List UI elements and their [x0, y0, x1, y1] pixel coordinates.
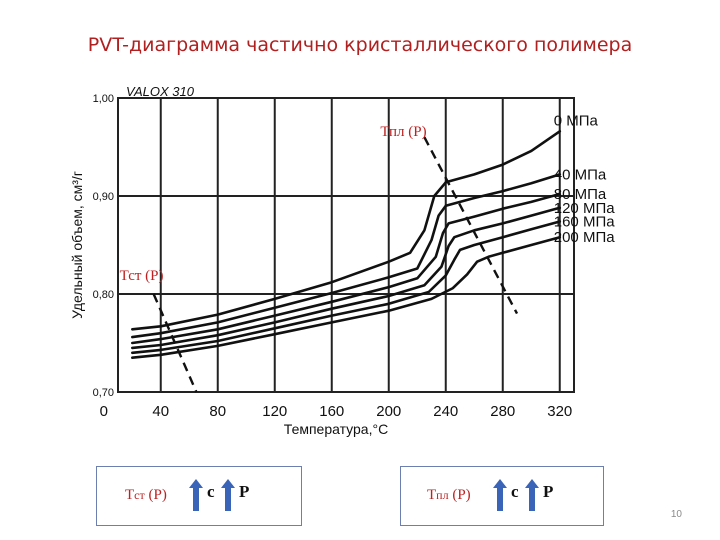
y-axis-title: Удельный объем, см³/г [69, 171, 85, 319]
x-tick-label: 240 [433, 403, 458, 420]
x-tick-label: 40 [152, 403, 169, 420]
tpl-box-letter-c: с [511, 482, 519, 501]
annotation-line-0 [423, 136, 519, 315]
x-tick-label: 320 [547, 403, 572, 420]
series-label: 120 МПа [554, 200, 615, 217]
slide-title: PVT-диаграмма частично кристаллического … [87, 34, 633, 56]
tpl-box-letter-p: Р [543, 482, 554, 501]
tpl-box-label: Тпл (Р) [427, 487, 471, 503]
plot-frame [117, 97, 575, 393]
series-label: 200 МПа [554, 229, 615, 246]
chart-grid [118, 98, 574, 392]
y-tick-label: 1,00 [93, 93, 114, 105]
chart-series [131, 130, 562, 359]
tst-box-letter-c: с [207, 482, 215, 501]
series-line-4 [131, 220, 562, 355]
chart-labels: 0 40 80 120 160 200 240 280 320 1,00 0,90 0,80 0,70 V… [69, 84, 615, 437]
up-arrow-icon [525, 479, 539, 511]
up-arrow-icon [493, 479, 507, 511]
chart-title: VALOX 310 [126, 84, 195, 99]
series-line-2 [131, 192, 562, 345]
page-number: 10 [670, 509, 682, 520]
series-label: 160 МПа [554, 213, 615, 230]
series-line-1 [131, 173, 562, 339]
x-tick-label: 160 [319, 403, 344, 420]
tst-box-label: Тст (Р) [125, 487, 167, 503]
series-line-5 [131, 235, 562, 359]
annotation-label-1: Тст (Р) [120, 268, 164, 284]
up-arrow-icon [221, 479, 235, 511]
series-label: 40 МПа [554, 166, 607, 183]
chart-axes [117, 97, 575, 393]
y-tick-label: 0,70 [93, 387, 114, 399]
series-label: 0 МПа [554, 112, 599, 129]
y-tick-label: 0,90 [93, 191, 114, 203]
tst-box-letter-p: Р [239, 482, 250, 501]
annotation-line-1 [152, 293, 198, 393]
x-axis-title: Температура,°С [284, 421, 388, 437]
series-label: 80 МПа [554, 186, 607, 203]
series-line-3 [131, 206, 562, 350]
chart-annotations: Тпл (Р) Тст (Р) [120, 124, 519, 393]
x-tick-label: 200 [376, 403, 401, 420]
tst-box: Тст (Р) с Р [96, 466, 302, 526]
up-arrow-icon [189, 479, 203, 511]
x-tick-label: 280 [490, 403, 515, 420]
annotation-label-0: Тпл (Р) [380, 124, 426, 140]
y-tick-label: 0,80 [93, 289, 114, 301]
series-line-0 [131, 130, 562, 331]
x-tick-label: 120 [262, 403, 287, 420]
x-tick-label: 80 [209, 403, 226, 420]
tpl-box: Тпл (Р) с Р [400, 466, 604, 526]
x-tick-label: 0 [100, 403, 108, 420]
